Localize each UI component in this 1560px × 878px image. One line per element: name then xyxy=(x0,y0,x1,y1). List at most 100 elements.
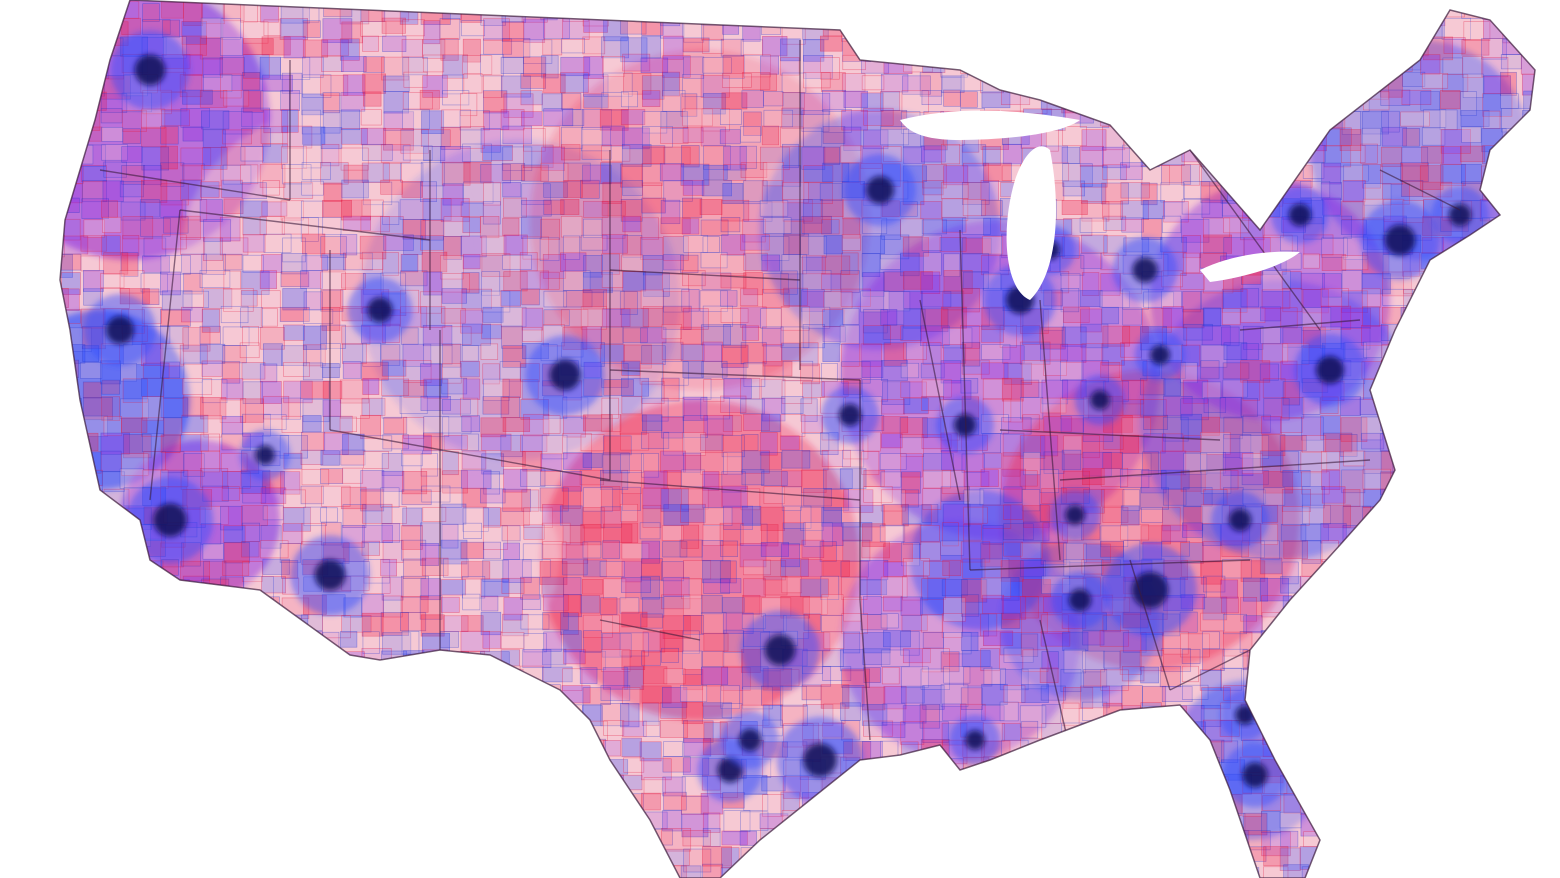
county-cell xyxy=(1323,432,1353,453)
county-cell xyxy=(539,237,560,262)
county-cell xyxy=(380,558,397,577)
county-cell xyxy=(1522,198,1535,217)
county-cell xyxy=(423,271,443,296)
county-cell xyxy=(881,416,909,434)
county-cell xyxy=(1321,450,1340,470)
county-cell xyxy=(82,829,105,853)
county-cell xyxy=(142,433,164,452)
county-cell xyxy=(142,3,160,22)
county-cell xyxy=(841,361,871,384)
county-cell xyxy=(1060,344,1087,363)
county-cell xyxy=(1240,398,1258,417)
county-cell xyxy=(82,558,108,574)
county-cell xyxy=(1101,306,1119,325)
county-cell xyxy=(1041,71,1071,92)
county-cell xyxy=(959,812,982,835)
county-cell xyxy=(81,19,107,37)
county-cell xyxy=(283,719,310,744)
county-cell xyxy=(900,847,922,867)
county-cell xyxy=(1181,828,1204,844)
county-cell xyxy=(742,1,771,27)
county-cell xyxy=(643,720,661,737)
county-cell xyxy=(762,162,784,187)
county-cell xyxy=(140,756,168,773)
county-cell xyxy=(783,219,805,236)
county-cell xyxy=(663,35,684,60)
county-cell xyxy=(60,775,70,797)
county-cell xyxy=(1339,71,1370,97)
county-cell xyxy=(919,525,940,542)
county-cell xyxy=(1502,720,1527,745)
county-cell xyxy=(1002,345,1025,364)
county-cell xyxy=(783,865,802,878)
county-cell xyxy=(859,810,884,827)
county-cell xyxy=(1381,379,1405,401)
county-cell xyxy=(1122,1,1140,17)
county-cell xyxy=(342,669,362,687)
county-cell xyxy=(841,73,866,92)
county-cell xyxy=(801,433,830,452)
county-cell xyxy=(122,216,154,240)
county-cell xyxy=(521,183,551,205)
county-cell xyxy=(1522,218,1535,240)
county-cell xyxy=(1022,846,1048,870)
county-cell xyxy=(222,739,246,763)
county-cell xyxy=(803,55,833,79)
county-cell xyxy=(1022,775,1052,794)
county-cell xyxy=(1040,326,1066,350)
county-cell xyxy=(520,434,548,453)
county-cell xyxy=(722,651,743,667)
county-cell xyxy=(101,144,128,161)
county-cell xyxy=(103,593,129,614)
county-cell xyxy=(182,290,209,308)
county-cell xyxy=(1320,791,1352,808)
county-cell xyxy=(741,505,762,526)
county-cell xyxy=(121,596,146,618)
county-cell xyxy=(1,796,18,817)
county-cell xyxy=(322,110,341,134)
county-cell xyxy=(1341,594,1362,612)
county-cell xyxy=(1441,253,1470,271)
county-cell xyxy=(60,469,65,489)
county-cell xyxy=(1162,306,1184,328)
county-cell xyxy=(902,75,931,95)
county-cell xyxy=(1260,127,1286,143)
county-cell xyxy=(281,773,307,792)
county-cell xyxy=(759,200,789,217)
county-cell xyxy=(642,1,674,21)
county-cell xyxy=(60,219,64,241)
county-cell xyxy=(1520,687,1535,705)
county-cell xyxy=(520,216,542,239)
county-cell xyxy=(1482,830,1513,848)
county-cell xyxy=(583,777,604,801)
county-cell xyxy=(739,830,757,846)
county-cell xyxy=(1363,813,1390,837)
county-cell xyxy=(241,541,260,558)
county-cell xyxy=(661,525,684,541)
county-cell xyxy=(162,687,192,709)
county-cell xyxy=(1523,613,1535,633)
county-cell xyxy=(1502,216,1532,235)
county-cell xyxy=(782,199,813,222)
county-cell xyxy=(242,776,270,801)
county-cell xyxy=(1061,146,1080,164)
county-cell xyxy=(543,290,568,308)
county-cell xyxy=(1082,272,1100,296)
county-cell xyxy=(1361,631,1384,653)
county-cell xyxy=(1222,144,1241,167)
county-cell xyxy=(1541,777,1560,793)
county-cell xyxy=(1000,827,1028,847)
county-cell xyxy=(122,378,148,403)
county-cell xyxy=(1381,828,1399,850)
county-cell xyxy=(1381,525,1408,547)
county-cell xyxy=(419,291,442,314)
county-cell xyxy=(860,290,890,313)
county-cell xyxy=(821,255,851,275)
county-cell xyxy=(1063,218,1093,237)
county-cell xyxy=(621,144,652,167)
county-cell xyxy=(140,651,169,676)
county-cell xyxy=(2,216,22,236)
county-cell xyxy=(519,738,540,759)
county-cell xyxy=(1522,180,1535,200)
